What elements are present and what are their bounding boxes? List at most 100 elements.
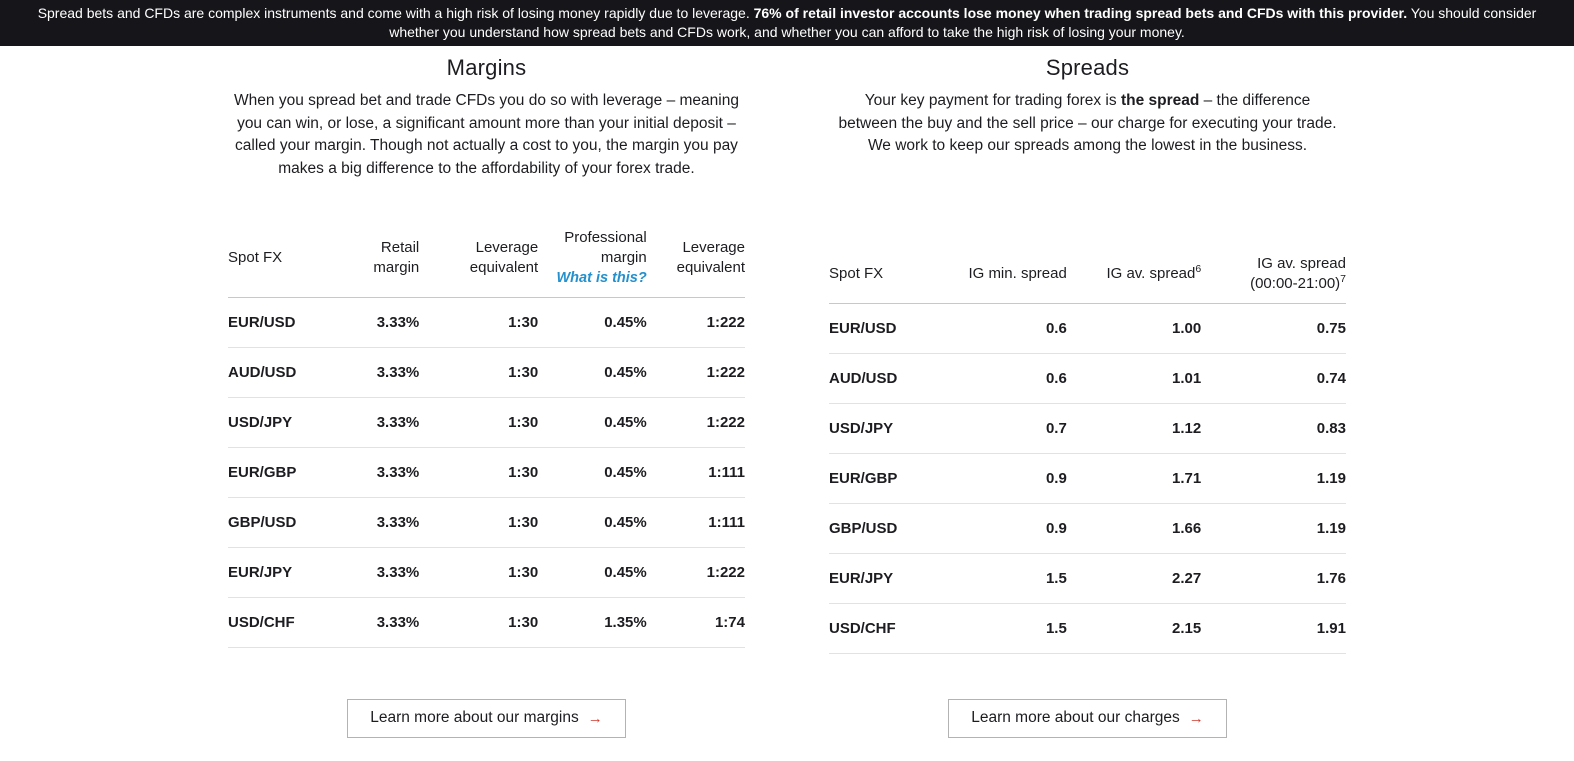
pair-cell: GBP/USD (829, 502, 943, 553)
column-header-av-spread-time: IG av. spread (00:00-21:00)7 (1201, 254, 1346, 304)
learn-more-margins-label: Learn more about our margins (370, 709, 579, 726)
column-header-leverage-equivalent-professional: Leverage equivalent (676, 239, 745, 276)
retail-leverage-cell: 1:30 (419, 547, 539, 598)
margins-cta-container: Learn more about our margins → (228, 699, 745, 738)
footnote-superscript: 6 (1195, 262, 1202, 275)
av-spread-cell: 1.01 (1066, 352, 1202, 403)
column-header-leverage-equivalent-retail: Leverage equivalent (469, 239, 539, 276)
av-spread-cell: 1.71 (1066, 452, 1202, 503)
min-spread-cell: 0.9 (942, 502, 1067, 553)
table-row: EUR/USD 0.6 1.00 0.75 (829, 302, 1346, 353)
pair-cell: USD/JPY (829, 402, 943, 453)
table-row: GBP/USD 0.9 1.66 1.19 (829, 502, 1346, 553)
learn-more-charges-label: Learn more about our charges (971, 709, 1180, 726)
pair-cell: AUD/USD (228, 347, 332, 398)
learn-more-margins-button[interactable]: Learn more about our margins → (347, 699, 626, 738)
min-spread-cell: 0.7 (942, 402, 1067, 453)
pair-cell: USD/JPY (228, 397, 332, 448)
table-row: EUR/GBP 3.33% 1:30 0.45% 1:111 (228, 447, 745, 498)
pair-cell: EUR/JPY (829, 552, 943, 603)
professional-leverage-cell: 1:222 (646, 397, 745, 448)
column-header-spot-fx: Spot FX (829, 264, 884, 282)
table-row: AUD/USD 3.33% 1:30 0.45% 1:222 (228, 347, 745, 398)
av-spread-cell: 1.66 (1066, 502, 1202, 553)
margins-title: Margins (446, 55, 527, 80)
retail-margin-cell: 3.33% (331, 297, 420, 348)
footnote-superscript: 7 (1340, 272, 1346, 285)
professional-margin-cell: 0.45% (538, 297, 647, 348)
spreads-desc-normal-2: – the difference between the buy and the… (838, 92, 1337, 154)
professional-leverage-cell: 1:222 (646, 297, 745, 348)
spreads-section: Spreads Your key payment for trading for… (829, 46, 1346, 738)
risk-text-bold: 76% of retail investor accounts lose mon… (753, 5, 1408, 21)
margins-section: Margins When you spread bet and trade CF… (228, 46, 745, 738)
header-row: Spot FX IG min. spread IG av. spread6 IG… (829, 254, 1346, 304)
retail-leverage-cell: 1:30 (419, 297, 539, 348)
retail-margin-cell: 3.33% (331, 597, 420, 648)
av-spread-cell: 1.00 (1066, 302, 1202, 353)
pair-cell: GBP/USD (228, 497, 332, 548)
av-spread-cell: 2.15 (1066, 602, 1202, 654)
professional-margin-cell: 0.45% (538, 347, 647, 398)
av-spread-time-cell: 0.74 (1201, 352, 1346, 403)
risk-text-normal-2: You should consider whether you understa… (389, 5, 1537, 40)
table-row: EUR/JPY 3.33% 1:30 0.45% 1:222 (228, 547, 745, 598)
risk-text-normal-1: Spread bets and CFDs are complex instrum… (37, 5, 754, 21)
av-spread-time-cell: 1.91 (1201, 602, 1346, 654)
professional-leverage-cell: 1:222 (646, 347, 745, 398)
professional-margin-cell: 0.45% (538, 397, 647, 448)
column-header-professional-margin: Professional margin What is this? (538, 228, 647, 298)
retail-leverage-cell: 1:30 (419, 597, 539, 648)
professional-leverage-cell: 1:222 (646, 547, 745, 598)
what-is-this-link[interactable]: What is this? (556, 270, 647, 286)
retail-leverage-cell: 1:30 (419, 497, 539, 548)
retail-leverage-cell: 1:30 (419, 347, 539, 398)
min-spread-cell: 0.9 (942, 452, 1067, 503)
risk-warning-text: Spread bets and CFDs are complex instrum… (15, 4, 1560, 41)
av-spread-time-cell: 1.19 (1201, 452, 1346, 503)
margins-table-header: Spot FX Retail margin Leverage equivalen… (228, 228, 745, 298)
retail-leverage-cell: 1:30 (419, 397, 539, 448)
table-row: USD/JPY 0.7 1.12 0.83 (829, 402, 1346, 453)
learn-more-charges-button[interactable]: Learn more about our charges → (948, 699, 1227, 738)
margins-table-body: EUR/USD 3.33% 1:30 0.45% 1:222 AUD/USD 3… (228, 297, 745, 648)
content-columns: Margins When you spread bet and trade CF… (0, 46, 1574, 750)
professional-margin-cell: 0.45% (538, 447, 647, 498)
spreads-desc-normal-1: Your key payment for trading forex is (864, 92, 1121, 109)
professional-margin-cell: 1.35% (538, 597, 647, 648)
professional-leverage-cell: 1:111 (646, 447, 745, 498)
av-spread-time-cell: 0.83 (1201, 402, 1346, 453)
pair-cell: AUD/USD (829, 352, 943, 403)
retail-margin-cell: 3.33% (331, 347, 420, 398)
column-header-av-spread: IG av. spread6 (1067, 254, 1201, 304)
av-spread-time-label-line1: IG av. spread (1257, 254, 1346, 272)
professional-margin-cell: 0.45% (538, 497, 647, 548)
margins-table: Spot FX Retail margin Leverage equivalen… (228, 228, 745, 648)
professional-leverage-cell: 1:74 (646, 597, 745, 648)
min-spread-cell: 1.5 (942, 552, 1067, 603)
table-row: USD/CHF 1.5 2.15 1.91 (829, 602, 1346, 654)
spreads-title: Spreads (1045, 55, 1130, 80)
retail-margin-cell: 3.33% (331, 497, 420, 548)
min-spread-cell: 0.6 (942, 302, 1067, 353)
table-row: EUR/JPY 1.5 2.27 1.76 (829, 552, 1346, 603)
arrow-right-icon: → (587, 709, 603, 727)
av-spread-cell: 2.27 (1066, 552, 1202, 603)
professional-leverage-cell: 1:111 (646, 497, 745, 548)
pair-cell: EUR/USD (228, 297, 332, 348)
column-header-retail-margin: Retail margin (373, 239, 420, 276)
header-row: Spot FX Retail margin Leverage equivalen… (228, 228, 745, 298)
table-row: USD/JPY 3.33% 1:30 0.45% 1:222 (228, 397, 745, 448)
spreads-table-body: EUR/USD 0.6 1.00 0.75 AUD/USD 0.6 1.01 0… (829, 302, 1346, 654)
av-spread-time-label-line2: (00:00-21:00)7 (1201, 272, 1346, 294)
table-row: EUR/USD 3.33% 1:30 0.45% 1:222 (228, 297, 745, 348)
column-header-min-spread: IG min. spread (968, 264, 1067, 282)
column-header-spot-fx: Spot FX (228, 249, 283, 266)
margins-description: When you spread bet and trade CFDs you d… (234, 92, 739, 177)
table-row: GBP/USD 3.33% 1:30 0.45% 1:111 (228, 497, 745, 548)
pair-cell: USD/CHF (228, 597, 332, 648)
spreads-description: Your key payment for trading forex is th… (835, 90, 1340, 158)
av-spread-cell: 1.12 (1066, 402, 1202, 453)
retail-margin-cell: 3.33% (331, 447, 420, 498)
table-row: EUR/GBP 0.9 1.71 1.19 (829, 452, 1346, 503)
